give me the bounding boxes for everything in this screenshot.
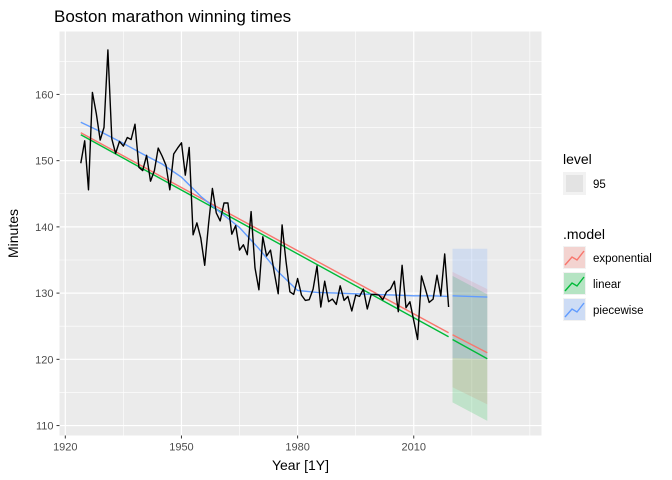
legend-label-linear: linear: [593, 279, 621, 291]
x-axis: 1920 1950 1980 2010: [53, 435, 426, 454]
y-axis: 110 120 130 140 150 160: [35, 89, 60, 433]
y-tick-label: 140: [35, 222, 53, 234]
y-tick-label: 110: [36, 421, 54, 433]
legend-model: .model exponential linear piecewise: [563, 226, 652, 321]
legend-line-piecewise: [564, 302, 585, 318]
x-tick-label: 2010: [401, 442, 425, 454]
grid-major: [59, 31, 542, 436]
forecast-intervals: [452, 248, 488, 421]
legend-label-exponential: exponential: [593, 253, 652, 265]
legend-key-linear: [563, 272, 586, 295]
x-tick-label: 1920: [53, 442, 77, 454]
legend-level-swatch: [566, 175, 583, 192]
legend-level-label: 95: [593, 179, 606, 191]
interval-exponential: [452, 271, 488, 405]
y-tick-label: 150: [35, 156, 53, 168]
observed-series: [80, 49, 450, 341]
fitted-line-exponential: [80, 132, 449, 334]
y-tick-label: 160: [35, 89, 53, 101]
legend-key-exponential: [563, 246, 586, 269]
x-tick-label: 1950: [169, 442, 193, 454]
forecast-line-piecewise: [452, 295, 488, 298]
chart-title: Boston marathon winning times: [54, 7, 291, 26]
forecast-line-linear: [452, 338, 488, 360]
forecast-line-exponential: [452, 334, 488, 354]
legend-model-title: .model: [563, 226, 605, 242]
observed-line: [80, 49, 450, 341]
legend-level: level 95: [563, 151, 606, 195]
forecast-lines: [452, 295, 488, 360]
legend-line-linear: [564, 276, 585, 292]
interval-piecewise: [452, 248, 488, 360]
legend-swatch-exponential: [564, 247, 585, 268]
y-tick-label: 130: [35, 288, 53, 300]
y-axis-title: Minutes: [5, 209, 21, 258]
plot-panel: [59, 31, 542, 436]
legend-level-title: level: [563, 151, 592, 167]
legend-label-piecewise: piecewise: [593, 305, 644, 317]
legend-swatch-linear: [564, 273, 585, 294]
legend-key-piecewise: [563, 298, 586, 321]
legend-swatch-piecewise: [564, 299, 585, 320]
grid-minor: [59, 31, 542, 436]
x-tick-label: 1980: [285, 442, 309, 454]
y-tick-label: 120: [35, 354, 53, 366]
legend-line-exponential: [564, 250, 585, 266]
x-axis-title: Year [1Y]: [272, 457, 329, 473]
fitted-line-linear: [80, 134, 449, 338]
